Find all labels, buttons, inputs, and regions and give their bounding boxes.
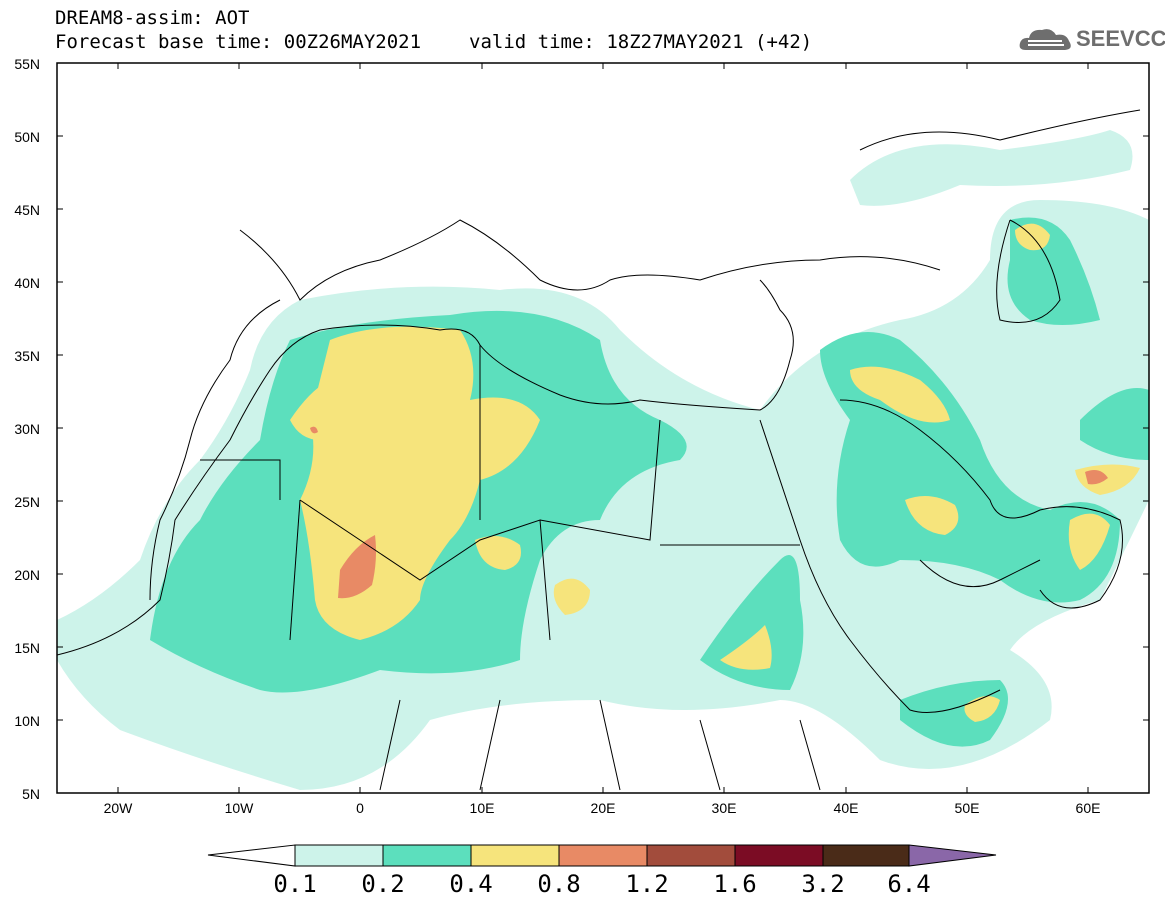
lat-label: 45N: [14, 202, 40, 218]
seevccc-logo: SEEVCCC: [1018, 24, 1165, 54]
colorbar: [207, 844, 997, 867]
logo-text: SEEVCCC: [1076, 26, 1165, 51]
lon-label: 20W: [103, 800, 133, 816]
map-frame: [56, 62, 1150, 794]
colorbar-label: 0.8: [537, 870, 581, 898]
colorbar-label: 3.2: [801, 870, 845, 898]
colorbar-label: 6.4: [887, 870, 931, 898]
lon-label: 0: [356, 800, 364, 816]
map-title: DREAM8-assim: AOT: [55, 7, 250, 29]
lon-label: 20E: [590, 800, 616, 816]
lat-label: 15N: [14, 640, 40, 656]
lat-label: 10N: [14, 713, 40, 729]
aot-field: [57, 130, 1149, 790]
colorbar-bin-0: [294, 844, 384, 867]
lat-label: 55N: [14, 56, 40, 72]
colorbar-bin-6: [822, 844, 910, 867]
colorbar-label: 0.1: [273, 870, 317, 898]
lon-label: 40E: [833, 800, 859, 816]
lat-label: 50N: [14, 129, 40, 145]
aot-0.8-region: [310, 426, 1108, 599]
lon-label: 10W: [224, 800, 254, 816]
colorbar-bin-2: [470, 844, 560, 867]
colorbar-label: 1.6: [713, 870, 757, 898]
lat-label: 30N: [14, 421, 40, 437]
colorbar-bin-4: [646, 844, 736, 867]
colorbar-bin-1: [382, 844, 472, 867]
lat-label: 20N: [14, 567, 40, 583]
cloud-icon: [1019, 29, 1071, 50]
colorbar-label: 0.2: [361, 870, 405, 898]
colorbar-label: 0.4: [449, 870, 493, 898]
valid-time: valid time: 18Z27MAY2021 (+42): [469, 31, 813, 53]
lat-label: 35N: [14, 348, 40, 364]
forecast-times: Forecast base time: 00Z26MAY2021 valid ti…: [55, 32, 812, 52]
lat-label: 25N: [14, 494, 40, 510]
coastlines: [57, 109, 1141, 791]
lat-label: 5N: [22, 786, 40, 802]
colorbar-bin-5: [734, 844, 824, 867]
colorbar-label: 1.2: [625, 870, 669, 898]
lon-label: 50E: [954, 800, 980, 816]
lat-label: 40N: [14, 275, 40, 291]
colorbar-bin-3: [558, 844, 648, 867]
lon-label: 60E: [1075, 800, 1101, 816]
colorbar-under-arrow: [207, 844, 296, 867]
colorbar-over-arrow: [908, 844, 997, 867]
lon-label: 10E: [469, 800, 495, 816]
base-time: Forecast base time: 00Z26MAY2021: [55, 31, 422, 53]
lon-label: 30E: [711, 800, 737, 816]
